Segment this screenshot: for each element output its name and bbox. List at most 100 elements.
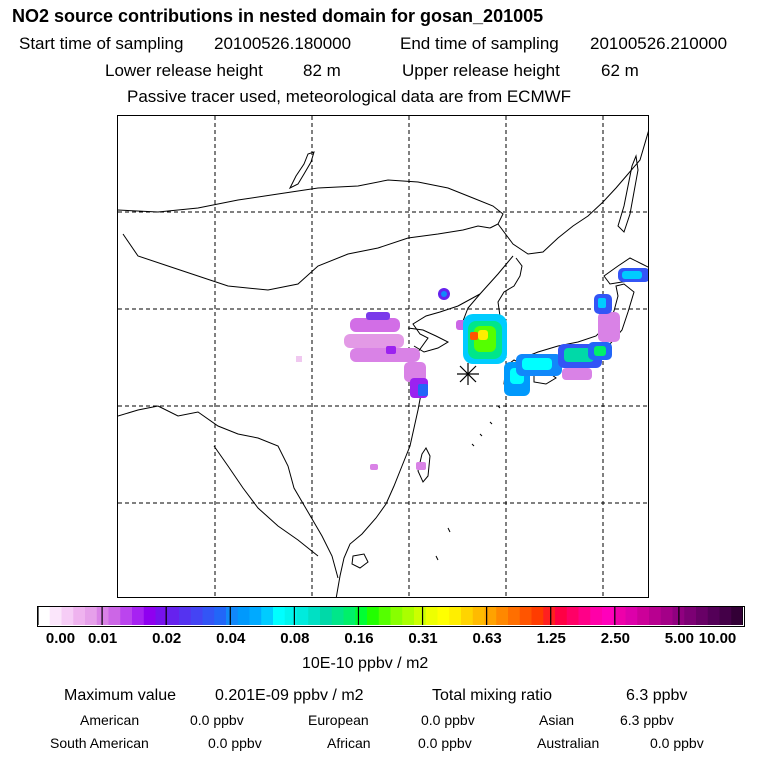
- map-canvas: [118, 116, 648, 597]
- legend-swatch: [284, 607, 297, 625]
- legend-tick-label: 5.00: [664, 630, 695, 647]
- legend-swatch: [414, 607, 427, 625]
- legend-swatch: [120, 607, 133, 625]
- legend-swatch: [179, 607, 192, 625]
- max-value-label: Maximum value: [64, 687, 177, 704]
- tracer-note: Passive tracer used, meteorological data…: [127, 87, 572, 106]
- max-value: 0.201E-09 ppbv / m2: [215, 687, 364, 704]
- legend-swatch: [660, 607, 673, 625]
- chart-title: NO2 source contributions in nested domai…: [12, 6, 544, 26]
- legend-tick-label: 10.00: [698, 630, 737, 647]
- legend-swatch: [461, 607, 474, 625]
- legend-swatch: [296, 607, 309, 625]
- legend-tick-label: 0.31: [408, 630, 438, 647]
- station-marker: [457, 363, 479, 385]
- end-time-value: 20100526.210000: [590, 34, 728, 53]
- legend-swatch: [602, 607, 615, 625]
- legend-swatch: [214, 607, 227, 625]
- color-legend: [37, 606, 745, 627]
- legend-swatch: [61, 607, 74, 625]
- region-name: Australian: [537, 735, 600, 751]
- region-value: 0.0 ppbv: [208, 735, 262, 751]
- legend-swatch: [707, 607, 720, 625]
- legend-swatch: [613, 607, 626, 625]
- legend-swatch: [390, 607, 403, 625]
- legend-tick-label: 0.08: [280, 630, 310, 647]
- legend-unit: 10E-10 ppbv / m2: [302, 655, 429, 672]
- start-time-value: 20100526.180000: [214, 34, 352, 53]
- legend-tick-label: 0.00: [45, 630, 76, 647]
- legend-swatch: [449, 607, 462, 625]
- legend-swatch: [355, 607, 368, 625]
- legend-swatch: [425, 607, 438, 625]
- legend-swatch: [531, 607, 544, 625]
- legend-swatch: [484, 607, 497, 625]
- region-value: 6.3 ppbv: [620, 712, 674, 728]
- legend-tick-label: 0.16: [344, 630, 374, 647]
- region-name: South American: [50, 735, 149, 751]
- legend-swatch: [237, 607, 250, 625]
- legend-swatch: [273, 607, 286, 625]
- region-name: European: [308, 712, 369, 728]
- legend-swatch: [543, 607, 556, 625]
- map-panel: [117, 115, 649, 598]
- legend-swatch: [320, 607, 333, 625]
- upper-height-label: Upper release height: [402, 61, 560, 80]
- legend-swatch: [508, 607, 521, 625]
- legend-swatch: [402, 607, 415, 625]
- legend-swatch: [308, 607, 321, 625]
- legend-swatch: [566, 607, 579, 625]
- legend-swatch: [590, 607, 603, 625]
- legend-swatch: [555, 607, 568, 625]
- legend-tick-label: 0.63: [472, 630, 502, 647]
- end-time-label: End time of sampling: [400, 34, 559, 53]
- legend-swatch: [649, 607, 662, 625]
- legend-swatch: [578, 607, 591, 625]
- legend-swatch: [49, 607, 62, 625]
- legend-swatch: [378, 607, 391, 625]
- legend-swatch: [132, 607, 145, 625]
- legend-swatch: [155, 607, 168, 625]
- lower-height-value: 82 m: [303, 61, 341, 80]
- legend-swatch: [73, 607, 86, 625]
- coastlines: [118, 131, 648, 597]
- legend-swatch: [719, 607, 732, 625]
- legend-swatch: [496, 607, 509, 625]
- legend-swatch: [108, 607, 121, 625]
- region-value: 0.0 ppbv: [418, 735, 472, 751]
- legend-tick-label: 1.25: [536, 630, 566, 647]
- legend-tick-label: 2.50: [600, 630, 630, 647]
- total-mixing-label: Total mixing ratio: [432, 687, 553, 704]
- upper-height-value: 62 m: [601, 61, 639, 80]
- legend-swatch: [261, 607, 274, 625]
- legend-swatch: [85, 607, 98, 625]
- color-legend-bar: [38, 607, 743, 625]
- legend-swatch: [143, 607, 156, 625]
- start-time-label: Start time of sampling: [19, 34, 184, 53]
- legend-swatch: [167, 607, 180, 625]
- total-mixing-value: 6.3 ppbv: [626, 687, 688, 704]
- region-name: American: [80, 712, 140, 728]
- legend-swatch: [437, 607, 450, 625]
- legend-swatch: [684, 607, 697, 625]
- legend-swatch: [696, 607, 709, 625]
- legend-swatch: [731, 607, 743, 625]
- legend-swatch: [637, 607, 650, 625]
- legend-swatch: [96, 607, 109, 625]
- legend-tick-label: 0.04: [216, 630, 246, 647]
- legend-swatch: [343, 607, 356, 625]
- region-value: 0.0 ppbv: [650, 735, 704, 751]
- region-name: Asian: [539, 712, 575, 728]
- legend-swatch: [472, 607, 485, 625]
- legend-tick-label: 0.02: [152, 630, 182, 647]
- legend-swatch: [519, 607, 532, 625]
- legend-swatch: [226, 607, 239, 625]
- region-name: African: [327, 735, 371, 751]
- concentration-field: [296, 268, 648, 470]
- legend-swatch: [249, 607, 262, 625]
- legend-tick-label: 0.01: [87, 630, 118, 647]
- legend-swatch: [190, 607, 203, 625]
- region-value: 0.0 ppbv: [421, 712, 475, 728]
- legend-swatch: [625, 607, 638, 625]
- legend-swatch: [331, 607, 344, 625]
